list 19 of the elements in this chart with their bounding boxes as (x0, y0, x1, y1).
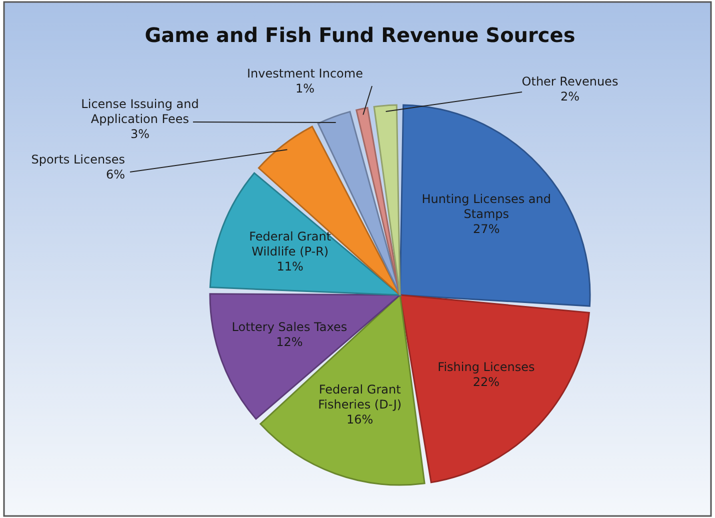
slice-label: Federal Grant Fisheries (D-J) (318, 383, 402, 412)
slice-label: Other Revenues (522, 74, 618, 89)
slice-label: Federal Grant Wildlife (P-R) (249, 230, 332, 259)
data-label: 12% (276, 335, 303, 350)
data-label: 27% (473, 222, 500, 236)
data-label: 1% (295, 82, 315, 96)
slice-label: License Issuing and Application Fees (81, 97, 199, 126)
data-label: 2% (560, 90, 580, 104)
data-label: 3% (130, 127, 150, 142)
data-label: 22% (472, 375, 500, 390)
slice-label: Fishing Licenses (438, 360, 535, 374)
data-label: 16% (346, 413, 374, 428)
slice-label: Lottery Sales Taxes (232, 320, 348, 334)
slice-label: Sports Licenses (31, 152, 125, 167)
chart-title: Game and Fish Fund Revenue Sources (144, 23, 576, 47)
data-label: 6% (106, 168, 125, 182)
slice-label: Investment Income (247, 66, 363, 81)
data-label: 11% (276, 260, 304, 274)
slice-label: Hunting Licenses and Stamps (422, 192, 551, 222)
